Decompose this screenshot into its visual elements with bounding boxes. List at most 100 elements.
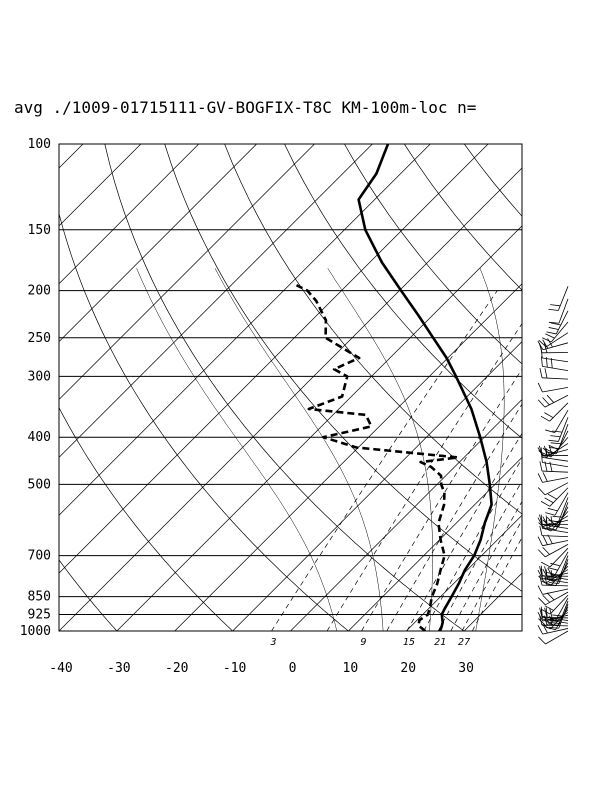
isotherm	[59, 144, 373, 458]
mixing-ratio-line	[386, 403, 522, 631]
mixing-ratio-label: 9	[360, 637, 366, 648]
solid-profile-line	[357, 144, 493, 631]
mixing-ratio-line	[271, 290, 498, 631]
wind-barb	[540, 487, 569, 507]
isotherm	[0, 144, 25, 631]
mixing-ratio-line	[361, 368, 522, 631]
wind-barb	[548, 417, 569, 442]
wind-barb	[537, 472, 569, 483]
temperature-label: -30	[107, 661, 130, 676]
wind-barb	[548, 559, 569, 584]
wind-barb	[542, 321, 569, 343]
dry-adiabat	[464, 144, 522, 217]
chart-title: avg ./1009-01715111-GV-BOGFIX-T8C KM-100…	[14, 98, 477, 117]
isotherm	[290, 399, 522, 631]
moist-adiabat	[475, 268, 505, 631]
dry-adiabat	[59, 406, 233, 631]
pressure-label: 250	[28, 331, 51, 346]
wind-barb	[548, 603, 569, 629]
grid-lines	[0, 144, 612, 631]
wind-barb	[548, 286, 569, 311]
wind-barb	[540, 348, 569, 363]
wind-barb	[537, 338, 569, 351]
dry-adiabat	[584, 144, 612, 631]
temperature-label: -20	[165, 661, 188, 676]
wind-barb	[539, 367, 569, 380]
mixing-ratio-line	[326, 322, 522, 631]
mixing-ratio-line	[423, 457, 522, 631]
moist-adiabat	[214, 268, 384, 631]
temperature-label: 30	[458, 661, 474, 676]
wind-barb	[538, 332, 569, 348]
temperature-label: 0	[289, 661, 297, 676]
wind-barb	[548, 497, 569, 523]
wind-barb	[537, 382, 569, 393]
wind-barbs	[537, 286, 569, 645]
wind-barb	[537, 482, 569, 496]
isotherm	[116, 225, 522, 631]
isotherm	[406, 514, 522, 631]
isotherm	[463, 572, 522, 631]
moist-adiabat	[136, 268, 338, 631]
mixing-ratio-label: 27	[458, 637, 470, 648]
mixing-ratio-label: 21	[434, 637, 446, 648]
wind-barb	[548, 423, 569, 449]
isotherm	[59, 167, 522, 631]
pressure-label: 850	[28, 590, 51, 605]
wind-barb	[545, 409, 569, 433]
temperature-label: -10	[223, 661, 246, 676]
wind-barb	[539, 607, 569, 619]
wind-barb	[538, 591, 569, 606]
dry-adiabat	[59, 212, 349, 631]
wind-barb	[541, 547, 569, 568]
temperature-label: 20	[400, 661, 416, 676]
isotherm	[59, 144, 315, 400]
dry-adiabat	[164, 144, 522, 592]
pressure-label: 700	[28, 549, 51, 564]
wind-barb	[539, 514, 569, 525]
temperature-label: -40	[49, 661, 72, 676]
pressure-label: 500	[28, 477, 51, 492]
mixing-ratio-line	[450, 500, 522, 631]
dry-adiabat	[59, 559, 118, 631]
pressure-label: 925	[28, 608, 51, 623]
wind-barb	[545, 606, 569, 631]
wind-barb	[537, 394, 569, 408]
dry-adiabat	[284, 144, 522, 439]
wind-barb	[541, 594, 569, 615]
dry-adiabat	[524, 144, 612, 631]
wind-barb	[539, 525, 569, 538]
wind-barb	[537, 544, 569, 558]
wind-barb	[540, 402, 569, 422]
dry-adiabat	[224, 144, 522, 515]
isotherm	[232, 341, 522, 631]
wind-barb	[545, 551, 569, 575]
pressure-label: 300	[28, 369, 51, 384]
wind-barb	[545, 492, 569, 516]
pressure-label: 400	[28, 430, 51, 445]
wind-barb	[537, 585, 569, 595]
isotherm	[348, 456, 522, 631]
dashed-profile-line	[295, 284, 460, 631]
profile-lines	[295, 144, 493, 631]
pressure-label: 200	[28, 284, 51, 299]
isotherm	[59, 144, 489, 574]
wind-barb	[546, 310, 569, 335]
isotherm	[59, 144, 431, 516]
pressure-label: 100	[28, 137, 51, 152]
isotherm	[59, 144, 257, 343]
pressure-label: 1000	[20, 624, 51, 639]
wind-barb	[546, 430, 569, 455]
isotherm	[59, 144, 142, 227]
wind-barb	[538, 630, 569, 645]
pressure-label: 150	[28, 223, 51, 238]
dry-adiabat	[104, 144, 465, 631]
dry-adiabat	[404, 144, 522, 291]
temperature-label: 10	[343, 661, 359, 676]
isotherm	[174, 283, 522, 631]
mixing-ratio-label: 3	[269, 637, 276, 648]
dry-adiabat	[344, 144, 522, 365]
wind-barb	[545, 597, 569, 622]
